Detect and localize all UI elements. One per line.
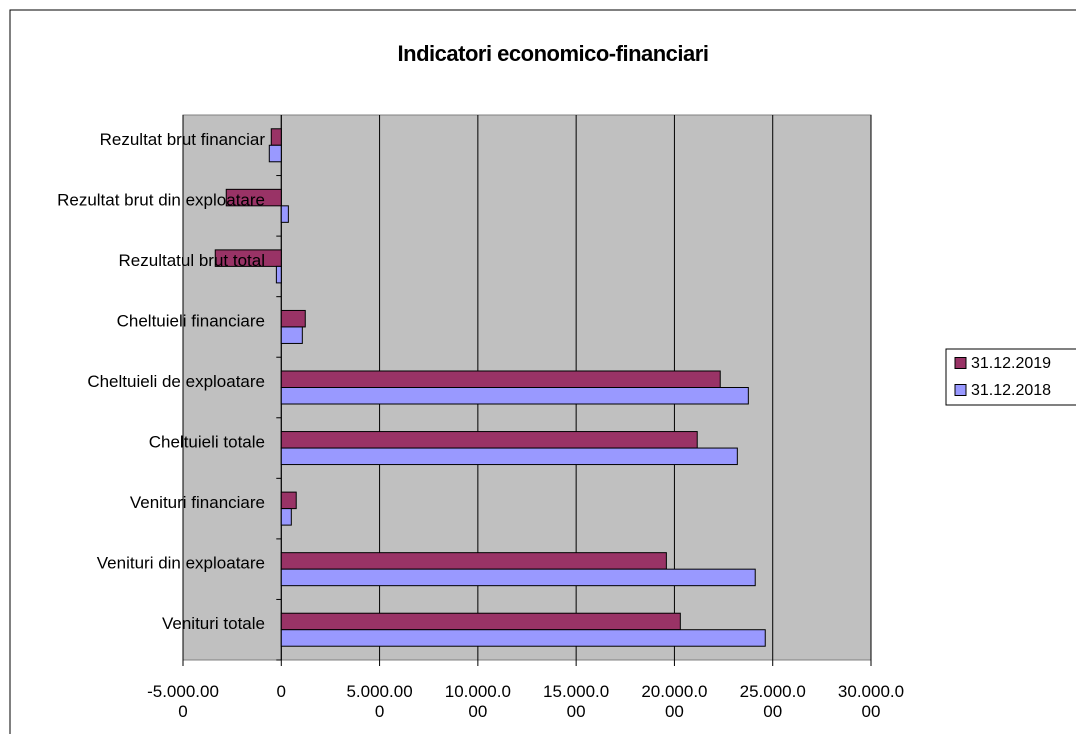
y-tick-label: Venituri totale: [162, 614, 265, 633]
bar: [280, 326, 303, 344]
bar: [280, 491, 297, 510]
x-tick-label: 20.000.000: [641, 682, 708, 721]
bar: [280, 508, 292, 526]
bar: [280, 309, 306, 328]
x-tick-label: 25.000.000: [739, 682, 806, 721]
bar: [280, 205, 289, 223]
bar: [280, 431, 698, 449]
y-tick-label: Venituri din exploatare: [97, 554, 265, 573]
x-tick-label: -5.000.000: [147, 682, 219, 721]
y-tick-label: Rezultat brut financiar: [100, 130, 266, 149]
legend-label: 31.12.2018: [971, 382, 1051, 399]
x-tick-label: 15.000.000: [543, 682, 610, 721]
bar: [280, 612, 681, 631]
bar: [214, 249, 282, 267]
bar: [270, 128, 282, 146]
y-tick-label: Rezultat brut din exploatare: [57, 190, 265, 209]
bar: [280, 387, 749, 405]
legend-swatch: [954, 384, 967, 396]
chart-title: Indicatori economico-financiari: [398, 41, 709, 66]
bar: [280, 370, 721, 388]
legend-swatch: [954, 357, 967, 369]
chart-frame: [9, 9, 1076, 734]
x-tick-label: 10.000.000: [444, 682, 511, 721]
bar: [280, 568, 756, 587]
bar: [280, 629, 766, 647]
legend-box: [945, 348, 1076, 406]
legend-label: 31.12.2019: [971, 355, 1051, 372]
bar: [225, 188, 282, 207]
y-tick-label: Cheltuieli totale: [149, 433, 265, 452]
bar: [275, 265, 282, 284]
y-tick-label: Cheltuieli de exploatare: [87, 372, 265, 391]
x-tick-label: 30.000.000: [837, 682, 905, 721]
x-tick-label: 5.000.000: [346, 682, 413, 721]
x-tick-label: 0: [276, 682, 287, 701]
bar: [268, 144, 282, 163]
y-tick-label: Cheltuieli financiare: [117, 311, 265, 330]
bar: [280, 552, 667, 570]
y-tick-label: Rezultatul brut total: [119, 251, 265, 270]
bar: [280, 447, 738, 466]
y-tick-label: Venituri financiare: [130, 493, 265, 512]
